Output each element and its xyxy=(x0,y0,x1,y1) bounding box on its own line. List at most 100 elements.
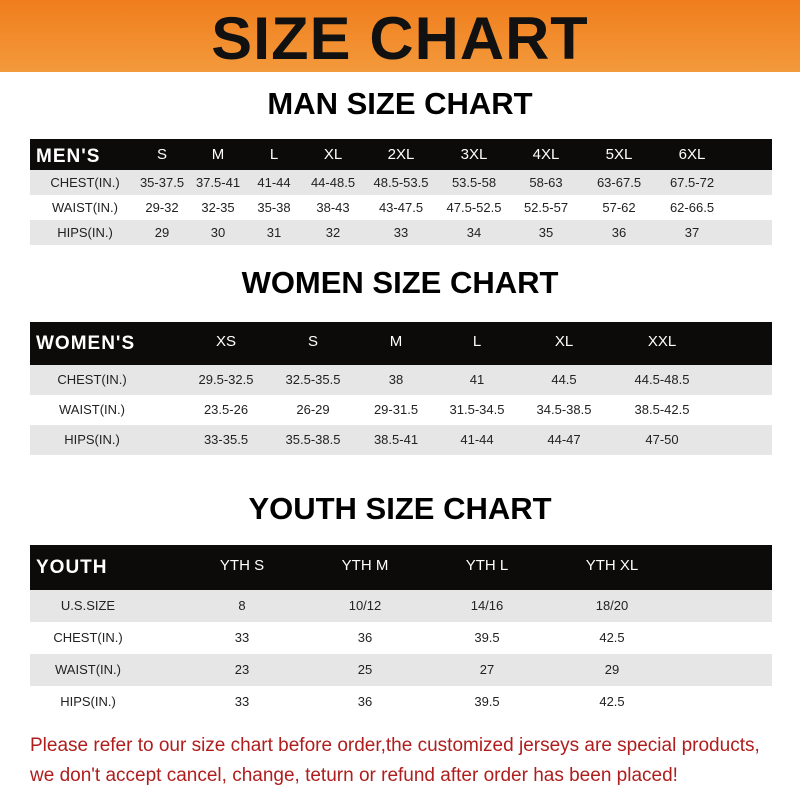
row-label: WAIST(IN.) xyxy=(59,402,125,417)
table-cell: 36 xyxy=(357,630,373,645)
row-label: WAIST(IN.) xyxy=(52,200,118,215)
table-cell: 23.5-26 xyxy=(203,402,249,417)
table-cell: 44-47 xyxy=(547,432,581,447)
row-label: U.S.SIZE xyxy=(60,598,116,613)
table-row: CHEST(IN.) 29.5-32.5 32.5-35.5 38 41 44.5 44.5… xyxy=(30,365,772,395)
size-header-cell: S xyxy=(307,333,319,350)
table-cell: 31 xyxy=(266,225,282,240)
size-header-cell: XL xyxy=(323,146,343,163)
table-row: U.S.SIZE 8 10/12 14/16 18/20 xyxy=(30,590,772,622)
table-cell: 32.5-35.5 xyxy=(285,372,341,387)
table-cell: 33-35.5 xyxy=(203,432,249,447)
table-cell: 29 xyxy=(604,662,620,677)
table-cell: 34.5-38.5 xyxy=(536,402,592,417)
size-header-cell: L xyxy=(472,333,482,350)
table-cell: 29-32 xyxy=(145,200,179,215)
table-row: HIPS(IN.) 29 30 31 32 33 34 35 36 37 xyxy=(30,220,772,245)
youth-size-table: YOUTH YTH S YTH M YTH L YTH XL U.S.SIZE 8 10/12… xyxy=(30,545,772,718)
table-cell: 41-44 xyxy=(460,432,494,447)
table-cell: 10/12 xyxy=(348,598,382,613)
table-row: WAIST(IN.) 23.5-26 26-29 29-31.5 31.5-34.5 34… xyxy=(30,395,772,425)
men-size-table: MEN'S S M L XL 2XL 3XL 4XL 5XL 6XL CHEST(IN.) 35-37… xyxy=(30,139,772,245)
table-cell: 37.5-41 xyxy=(195,175,241,190)
table-cell: 42.5 xyxy=(599,630,625,645)
table-row: WAIST(IN.) 29-32 32-35 35-38 38-43 43-47.5 47.… xyxy=(30,195,772,220)
table-cell: 36 xyxy=(611,225,627,240)
women-size-table: WOMEN'S XS S M L XL XXL CHEST(IN.) 29.5-32.5 32.5… xyxy=(30,322,772,455)
size-header-cell: 6XL xyxy=(678,146,706,163)
table-cell: 48.5-53.5 xyxy=(373,175,429,190)
size-header-cell: M xyxy=(211,146,225,163)
table-cell: 38.5-42.5 xyxy=(634,402,690,417)
table-cell: 27 xyxy=(479,662,495,677)
table-cell: 32-35 xyxy=(201,200,235,215)
table-header-row: MEN'S S M L XL 2XL 3XL 4XL 5XL 6XL xyxy=(30,139,772,170)
table-cell: 43-47.5 xyxy=(378,200,424,215)
row-label: HIPS(IN.) xyxy=(60,694,116,709)
table-cell: 32 xyxy=(325,225,341,240)
table-cell: 63-67.5 xyxy=(596,175,642,190)
size-header-cell: 5XL xyxy=(605,146,633,163)
size-header-cell: XL xyxy=(554,333,574,350)
table-row: WAIST(IN.) 23 25 27 29 xyxy=(30,654,772,686)
size-header-cell: M xyxy=(389,333,403,350)
table-header-row: WOMEN'S XS S M L XL XXL xyxy=(30,322,772,365)
table-cell: 35-38 xyxy=(257,200,291,215)
size-header-cell: S xyxy=(156,146,168,163)
table-cell: 29.5-32.5 xyxy=(198,372,254,387)
table-cell: 57-62 xyxy=(602,200,636,215)
table-title-cell: MEN'S xyxy=(36,146,101,167)
row-label: CHEST(IN.) xyxy=(53,630,123,645)
row-label: CHEST(IN.) xyxy=(57,372,127,387)
women-title: WOMEN SIZE CHART xyxy=(241,265,559,300)
table-cell: 47-50 xyxy=(645,432,679,447)
table-row: HIPS(IN.) 33 36 39.5 42.5 xyxy=(30,686,772,718)
row-label: WAIST(IN.) xyxy=(55,662,121,677)
table-cell: 25 xyxy=(357,662,373,677)
row-label: HIPS(IN.) xyxy=(64,432,120,447)
youth-title: YOUTH SIZE CHART xyxy=(248,491,552,526)
table-cell: 37 xyxy=(684,225,700,240)
table-cell: 38-43 xyxy=(316,200,350,215)
table-cell: 44-48.5 xyxy=(310,175,356,190)
table-cell: 35.5-38.5 xyxy=(285,432,341,447)
table-cell: 29-31.5 xyxy=(373,402,419,417)
table-cell: 33 xyxy=(234,694,250,709)
table-cell: 67.5-72 xyxy=(669,175,715,190)
size-header-cell: YTH L xyxy=(465,557,509,574)
table-header-row: YOUTH YTH S YTH M YTH L YTH XL xyxy=(30,545,772,590)
size-header-cell: YTH XL xyxy=(585,557,639,574)
table-cell: 38 xyxy=(388,372,404,387)
table-title-cell: WOMEN'S xyxy=(36,333,136,354)
table-cell: 34 xyxy=(466,225,482,240)
table-cell: 23 xyxy=(234,662,250,677)
table-cell: 38.5-41 xyxy=(373,432,419,447)
table-cell: 29 xyxy=(154,225,170,240)
table-cell: 36 xyxy=(357,694,373,709)
table-title-cell: YOUTH xyxy=(36,557,108,578)
table-cell: 33 xyxy=(393,225,409,240)
banner-title: SIZE CHART xyxy=(211,5,589,72)
notice-line-2: we don't accept cancel, change, teturn o… xyxy=(30,765,678,786)
size-header-cell: 4XL xyxy=(532,146,560,163)
table-cell: 14/16 xyxy=(470,598,504,613)
table-cell: 62-66.5 xyxy=(669,200,715,215)
table-cell: 41 xyxy=(469,372,485,387)
table-cell: 47.5-52.5 xyxy=(446,200,502,215)
size-header-cell: 2XL xyxy=(387,146,415,163)
notice-line-1: Please refer to our size chart before or… xyxy=(30,735,760,756)
banner: SIZE CHART xyxy=(0,0,800,72)
table-row: HIPS(IN.) 33-35.5 35.5-38.5 38.5-41 41-44 44-… xyxy=(30,425,772,455)
table-cell: 30 xyxy=(210,225,226,240)
size-header-cell: 3XL xyxy=(460,146,488,163)
men-title: MAN SIZE CHART xyxy=(267,86,533,121)
table-cell: 26-29 xyxy=(296,402,330,417)
table-cell: 52.5-57 xyxy=(523,200,569,215)
size-header-cell: YTH M xyxy=(341,557,389,574)
table-cell: 8 xyxy=(238,598,246,613)
size-header-cell: XXL xyxy=(647,333,677,350)
table-cell: 44.5-48.5 xyxy=(634,372,690,387)
table-cell: 33 xyxy=(234,630,250,645)
size-header-cell: XS xyxy=(215,333,237,350)
table-cell: 39.5 xyxy=(474,694,500,709)
